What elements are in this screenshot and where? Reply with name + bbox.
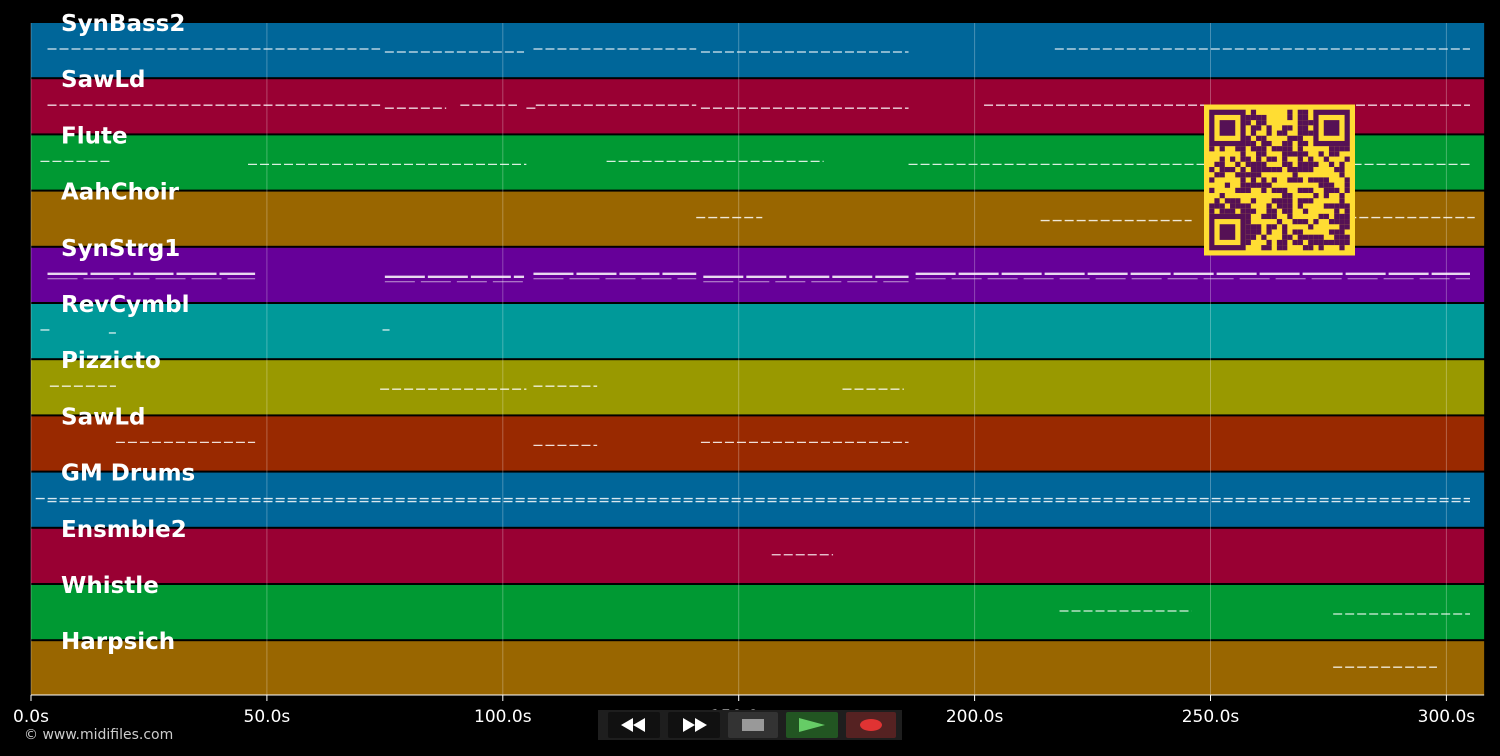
transport-bar [598,710,902,740]
track-label: SawLd [61,67,145,93]
play-icon [799,718,825,732]
track-lane[interactable] [31,472,1485,527]
track-label: SawLd [61,404,145,430]
track-label: Whistle [61,573,159,599]
play-button[interactable] [786,712,838,738]
qr-code-icon [1204,104,1355,256]
rewind-icon [621,718,645,732]
track-lane[interactable] [31,641,1485,696]
note-layer [35,48,1475,668]
record-button[interactable] [846,712,896,738]
track-label: AahChoir [61,180,180,206]
copyright-text: © www.midifiles.com [24,727,174,743]
record-icon [860,719,882,731]
tick-label: 50.0s [244,707,291,727]
track-label: SynStrg1 [61,236,180,262]
track-lane[interactable] [31,416,1485,471]
track-label: Harpsich [61,629,175,655]
track-label: RevCymbl [61,292,190,318]
track-lane[interactable] [31,23,1485,78]
track-label: GM Drums [61,461,195,487]
fast-forward-icon [683,718,707,732]
track-label: Ensmble2 [61,517,187,543]
tick-label: 200.0s [946,707,1004,727]
track-label: SynBass2 [61,11,185,37]
qr-code-overlay [1204,104,1355,256]
stop-button[interactable] [728,712,778,738]
tick-label: 0.0s [13,707,49,727]
track-label: Pizzicto [61,348,161,374]
track-lane[interactable] [31,528,1485,583]
tick-label: 300.0s [1418,707,1476,727]
track-label: Flute [61,123,128,149]
tick-label: 250.0s [1182,707,1240,727]
track-lane[interactable] [31,585,1485,640]
track-lane[interactable] [31,360,1485,415]
tick-label: 100.0s [474,707,532,727]
track-labels: SynBass2 SawLd Flute AahChoir SynStrg1 RevCym… [61,11,195,655]
fast-forward-button[interactable] [668,712,720,738]
rewind-button[interactable] [608,712,660,738]
track-lane[interactable] [31,304,1485,359]
stop-icon [742,719,764,731]
time-gridlines [30,23,1447,695]
